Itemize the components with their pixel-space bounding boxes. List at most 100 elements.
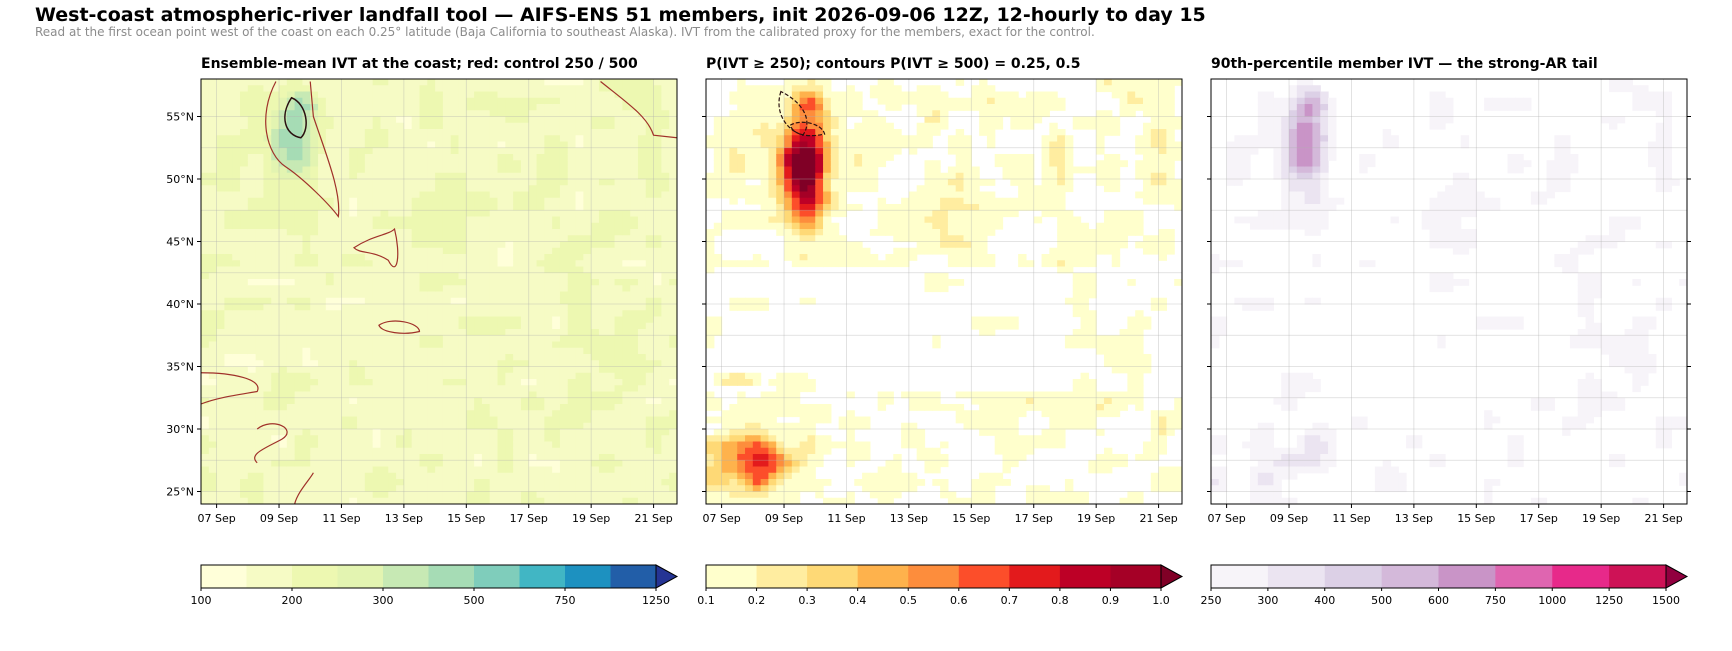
- heatmap-cell: [575, 266, 584, 274]
- heatmap-cell: [419, 304, 428, 311]
- heatmap-cell: [302, 222, 311, 230]
- heatmap-cell: [310, 129, 319, 136]
- heatmap-cell: [271, 441, 280, 449]
- heatmap-cell: [458, 204, 467, 211]
- heatmap-cell: [598, 454, 608, 461]
- heatmap-cell: [224, 391, 233, 399]
- heatmap-cell: [318, 191, 327, 199]
- heatmap-cell: [575, 429, 584, 436]
- heatmap-cell: [364, 310, 374, 318]
- heatmap-cell: [271, 366, 280, 374]
- heatmap-cell: [598, 385, 608, 393]
- heatmap-cell: [497, 341, 506, 349]
- heatmap-cell: [364, 235, 374, 243]
- heatmap-cell: [364, 191, 374, 199]
- heatmap-cell: [388, 122, 397, 130]
- heatmap-cell: [286, 291, 296, 299]
- heatmap-cell: [830, 154, 840, 161]
- heatmap-cell: [528, 197, 538, 205]
- heatmap-cell: [606, 441, 616, 449]
- heatmap-cell: [364, 441, 374, 449]
- heatmap-cell: [528, 304, 538, 311]
- heatmap-cell: [474, 285, 483, 293]
- heatmap-cell: [481, 322, 491, 330]
- heatmap-cell: [427, 441, 436, 449]
- heatmap-cell: [318, 147, 327, 155]
- heatmap-cell: [271, 322, 280, 330]
- heatmap-cell: [466, 404, 475, 411]
- heatmap-cell: [520, 479, 530, 486]
- heatmap-cell: [466, 479, 475, 486]
- heatmap-cell: [645, 229, 655, 236]
- heatmap-cell: [630, 416, 639, 424]
- heatmap-cell: [481, 266, 491, 274]
- heatmap-cell: [310, 79, 319, 86]
- heatmap-cell: [349, 329, 358, 336]
- heatmap-cell: [333, 122, 343, 130]
- heatmap-cell: [325, 141, 335, 149]
- heatmap-cell: [279, 241, 288, 249]
- heatmap-cell: [318, 116, 327, 124]
- heatmap-cell: [591, 391, 600, 399]
- heatmap-cell: [653, 279, 662, 286]
- heatmap-cell: [380, 166, 389, 174]
- heatmap-cell: [799, 116, 809, 124]
- heatmap-cell: [807, 379, 816, 386]
- heatmap-cell: [349, 272, 358, 280]
- heatmap-cell: [497, 216, 506, 224]
- heatmap-cell: [310, 210, 319, 218]
- heatmap-cell: [349, 454, 358, 461]
- heatmap-cell: [737, 222, 746, 230]
- heatmap-cell: [263, 422, 272, 430]
- heatmap-cell: [325, 416, 335, 424]
- heatmap-cell: [341, 147, 350, 155]
- heatmap-cell: [333, 247, 343, 255]
- heatmap-cell: [411, 485, 421, 493]
- heatmap-cell: [653, 447, 662, 455]
- heatmap-cell: [341, 122, 350, 130]
- heatmap-cell: [760, 166, 770, 174]
- heatmap-cell: [201, 454, 210, 461]
- heatmap-cell: [271, 172, 280, 180]
- heatmap-cell: [481, 279, 491, 286]
- heatmap-cell: [653, 379, 662, 386]
- heatmap-cell: [760, 141, 770, 149]
- heatmap-cell: [255, 329, 265, 336]
- heatmap-cell: [474, 404, 483, 411]
- heatmap-cell: [349, 410, 358, 418]
- heatmap-cell: [552, 91, 561, 99]
- heatmap-cell: [302, 472, 311, 480]
- heatmap-cell: [481, 341, 491, 349]
- heatmap-cell: [419, 204, 428, 211]
- heatmap-cell: [614, 441, 623, 449]
- heatmap-cell: [622, 460, 631, 468]
- heatmap-cell: [559, 379, 569, 386]
- heatmap-cell: [598, 366, 608, 374]
- heatmap-cell: [380, 385, 389, 393]
- colorbar-segment: [519, 565, 566, 588]
- heatmap-cell: [419, 185, 428, 193]
- heatmap-cell: [442, 341, 452, 349]
- heatmap-cell: [752, 260, 762, 268]
- heatmap-cell: [489, 297, 499, 305]
- heatmap-cell: [240, 179, 249, 186]
- heatmap-cell: [255, 235, 265, 243]
- heatmap-cell: [830, 116, 840, 124]
- heatmap-cell: [232, 172, 241, 180]
- heatmap-cell: [435, 172, 444, 180]
- heatmap-cell: [388, 491, 397, 499]
- heatmap-cell: [466, 222, 475, 230]
- heatmap-cell: [637, 354, 647, 361]
- heatmap-cell: [458, 197, 467, 205]
- heatmap-cell: [591, 310, 600, 318]
- heatmap-cell: [760, 479, 770, 486]
- heatmap-cell: [466, 454, 475, 461]
- heatmap-cell: [224, 222, 233, 230]
- heatmap-cell: [286, 379, 296, 386]
- heatmap-cell: [255, 191, 265, 199]
- heatmap-cell: [263, 335, 272, 343]
- heatmap-cell: [661, 316, 670, 324]
- heatmap-cell: [302, 297, 311, 305]
- heatmap-cell: [333, 97, 343, 105]
- heatmap-cell: [388, 216, 397, 224]
